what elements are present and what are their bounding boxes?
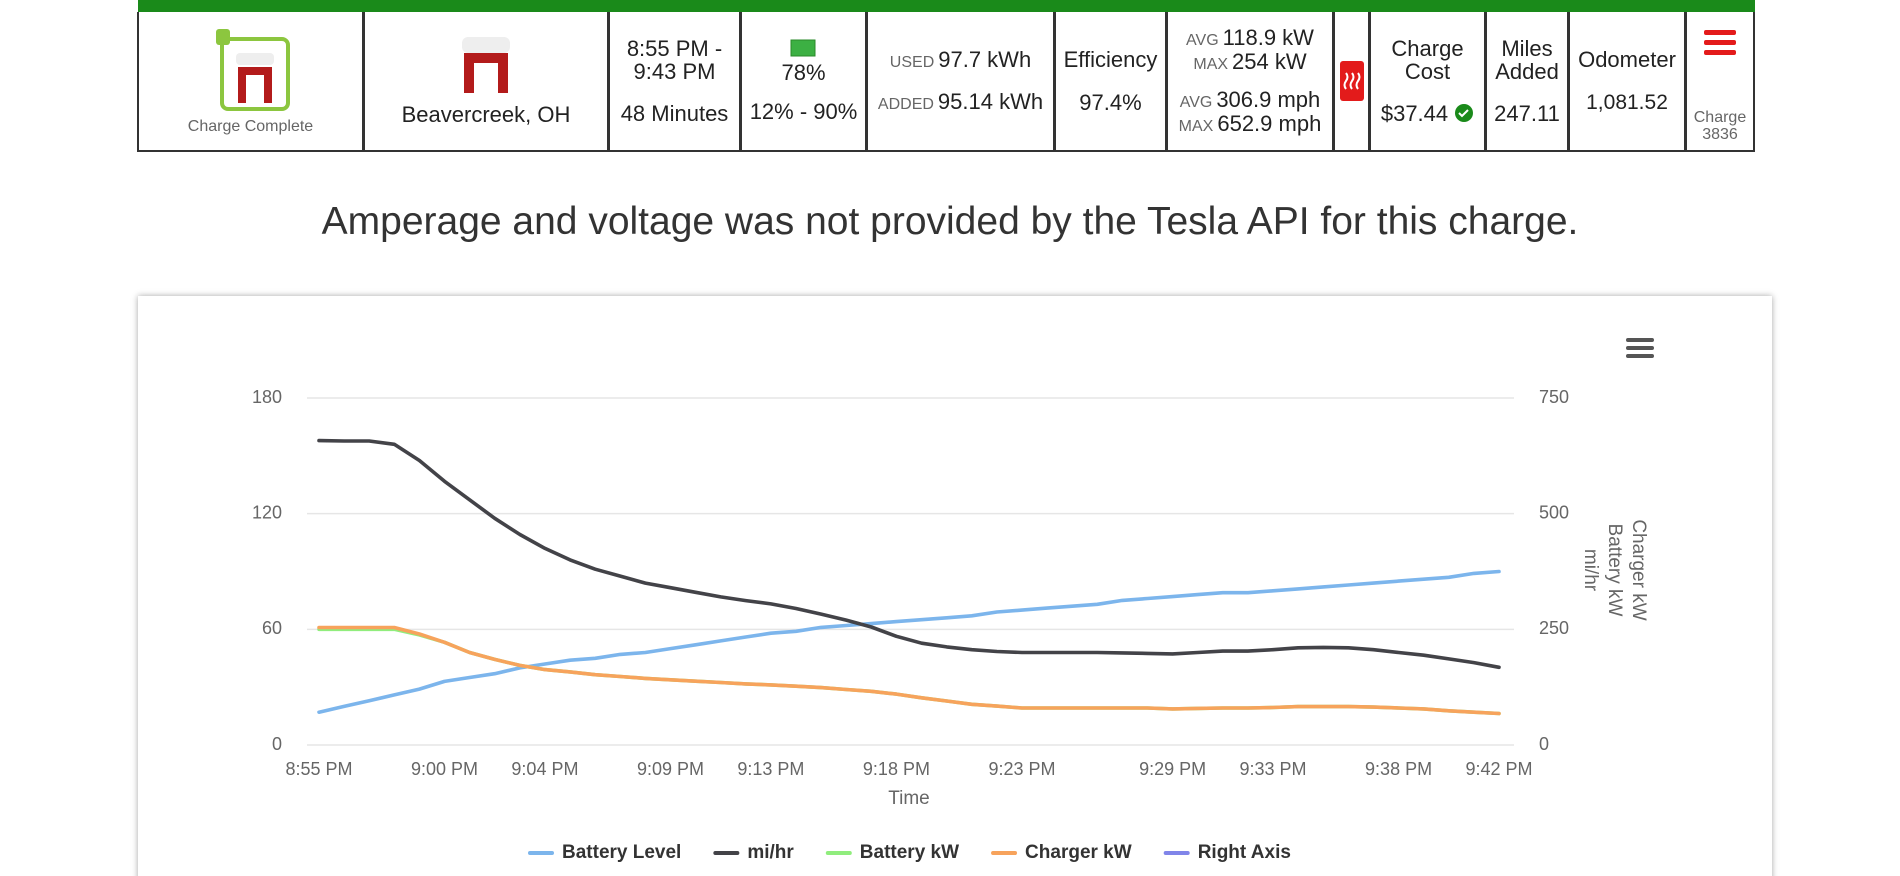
- cost-label: Charge Cost: [1391, 36, 1464, 85]
- y-tick-label: 0: [272, 734, 282, 754]
- y2-tick-label: 500: [1539, 502, 1569, 522]
- charge-number: 3836: [1702, 126, 1738, 144]
- used-value: 97.7 kWh: [938, 47, 1032, 73]
- x-tick-label: 9:00 PM: [411, 759, 478, 779]
- y-tick-label: 60: [262, 618, 282, 638]
- x-tick-label: 9:23 PM: [988, 759, 1055, 779]
- x-tick-label: 9:13 PM: [737, 759, 804, 779]
- paid-check: [1455, 104, 1474, 123]
- legend-label: Right Axis: [1198, 842, 1291, 863]
- miles-label: Miles Added: [1495, 36, 1559, 85]
- added-value: 95.14 kWh: [937, 89, 1044, 114]
- charge-icon: [215, 28, 290, 111]
- y2-tick-label: 0: [1539, 734, 1549, 754]
- y2-axis-title: Battery kW: [1604, 524, 1625, 617]
- location: Beavercreek, OH: [401, 102, 571, 128]
- legend-label: Battery kW: [860, 842, 959, 863]
- energy-cell: USED 97.7 kWh ADDED 95.14 kWh: [866, 12, 1055, 152]
- battery-cell: 78% 12% - 90%: [740, 12, 867, 152]
- menu-bar: [1626, 346, 1654, 350]
- battery-percent: 78%: [781, 59, 826, 85]
- power-max: 254 kW: [1232, 49, 1307, 75]
- location-cell: Beavercreek, OH: [363, 12, 609, 152]
- odometer-cell: Odometer 1,081.52: [1568, 12, 1686, 152]
- y2-tick-label: 750: [1539, 387, 1569, 407]
- charge-label: Charge: [1693, 109, 1747, 127]
- message: Amperage and voltage was not provided by…: [321, 200, 1579, 243]
- miles-value: 247.11: [1494, 100, 1560, 126]
- status: Charge Complete: [187, 117, 314, 135]
- status-cell: Charge Complete: [137, 12, 364, 152]
- power-avg-label: AVG: [1186, 32, 1219, 50]
- charger-type-cell: [1333, 12, 1370, 152]
- power-avg: 118.9 kW: [1222, 25, 1314, 51]
- supercharger-icon: [462, 37, 510, 94]
- speed-avg: 306.9 mph: [1216, 87, 1321, 112]
- x-tick-label: 9:29 PM: [1139, 759, 1206, 779]
- charge-cell: Charge 3836: [1685, 12, 1755, 152]
- cost-cell: Charge Cost $37.44: [1369, 12, 1486, 152]
- y2-axis-title: mi/hr: [1580, 549, 1601, 592]
- x-tick-label: 9:04 PM: [511, 759, 578, 779]
- speed-max-label: MAX: [1178, 117, 1214, 135]
- x-tick-label: 9:38 PM: [1365, 759, 1432, 779]
- efficiency-cell: Efficiency 97.4%: [1054, 12, 1167, 152]
- duration: 48 Minutes: [620, 100, 729, 126]
- y2-tick-label: 250: [1539, 618, 1569, 638]
- y2-axis-title: Charger kW: [1628, 519, 1649, 620]
- time-range: 8:55 PM - 9:43 PM: [626, 36, 723, 85]
- supercharger-badge: [1339, 61, 1364, 101]
- chart-menu[interactable]: [1626, 338, 1654, 358]
- added-label: ADDED: [877, 96, 934, 113]
- x-axis-title: Time: [888, 788, 930, 809]
- series-line: [317, 569, 1501, 714]
- menu-bar: [1626, 354, 1654, 358]
- speed-avg-label: AVG: [1179, 94, 1213, 111]
- odometer-value: 1,081.52: [1586, 90, 1668, 114]
- legend-label: Battery Level: [562, 842, 681, 863]
- battery-range: 12% - 90%: [749, 99, 858, 124]
- x-tick-label: 9:18 PM: [863, 759, 930, 779]
- miles-cell: Miles Added 247.11: [1485, 12, 1569, 152]
- time-cell: 8:55 PM - 9:43 PM 48 Minutes: [608, 12, 741, 152]
- y-tick-label: 120: [252, 502, 282, 522]
- top-bar: [138, 0, 1755, 12]
- chart-card: 0 60 120 180 0 250 500 750 8:55 PM 9:00 PM 9:04 PM…: [138, 296, 1772, 876]
- x-tick-label: 8:55 PM: [285, 759, 352, 779]
- x-tick-label: 9:09 PM: [637, 759, 704, 779]
- x-tick-label: 9:42 PM: [1465, 759, 1532, 779]
- power-max-label: MAX: [1193, 56, 1229, 74]
- legend: Battery Level mi/hr Battery kW Charger kW Ri…: [528, 842, 1291, 863]
- menu-bar: [1626, 338, 1654, 342]
- menu-button[interactable]: [1702, 28, 1738, 58]
- efficiency-label: Efficiency: [1063, 46, 1158, 72]
- chart: 0 60 120 180 0 250 500 750 8:55 PM 9:00 PM 9:04 PM…: [252, 338, 1654, 863]
- battery-icon: [790, 39, 815, 57]
- cost-value: $37.44: [1380, 100, 1449, 126]
- y-tick-label: 180: [252, 387, 282, 407]
- legend-label: mi/hr: [747, 842, 794, 863]
- used-label: USED: [889, 54, 935, 72]
- speed-max: 652.9 mph: [1217, 110, 1322, 136]
- efficiency-value: 97.4%: [1079, 90, 1142, 115]
- series-line: [317, 438, 1501, 670]
- x-tick-label: 9:33 PM: [1240, 759, 1307, 779]
- legend-label: Charger kW: [1025, 842, 1132, 863]
- odometer-label: Odometer: [1578, 47, 1676, 73]
- rate-cell: AVG 118.9 kW MAX 254 kW AVG 306.9 mph MAX 65…: [1166, 12, 1334, 152]
- series-line: [317, 627, 1501, 716]
- series-line: [317, 625, 1501, 716]
